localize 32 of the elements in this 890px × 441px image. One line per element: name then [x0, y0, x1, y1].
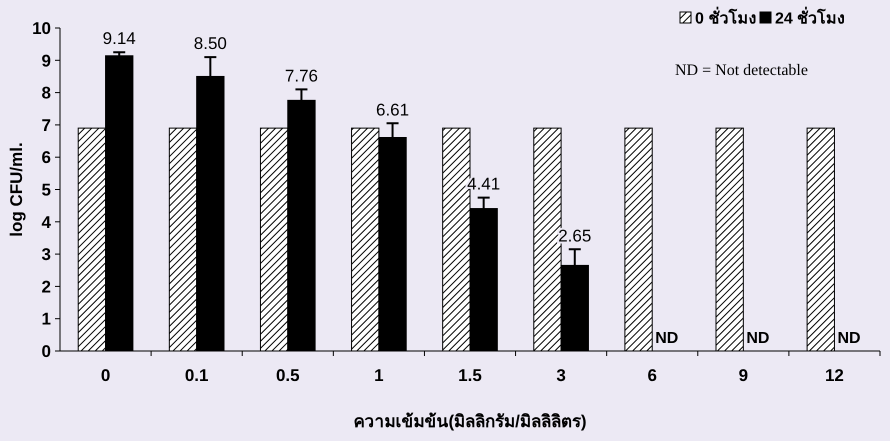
text: ND	[746, 330, 770, 347]
x-tick-label: 1.5	[458, 366, 482, 385]
x-tick-label: 0.5	[276, 366, 300, 385]
y-axis-title: log CFU/ml.	[7, 142, 26, 237]
x-tick-label: 12	[824, 366, 844, 385]
y-tick-label: 4	[42, 212, 52, 232]
y-tick-label: 6	[42, 148, 51, 168]
data-label: 9.14	[102, 29, 136, 48]
x-tick-label: 0.1	[184, 366, 208, 385]
legend-label: 0 ชั่วโมง	[695, 6, 756, 28]
y-tick-label: 8	[42, 84, 51, 103]
y-tick-label: 5	[42, 180, 51, 200]
x-tick-label: 0	[100, 366, 110, 385]
x-tick-label: 9	[738, 366, 748, 385]
y-tick-label: 3	[42, 245, 51, 264]
legend-label: 24 ชั่วโมง	[775, 6, 846, 28]
data-label: 6.61	[376, 100, 410, 120]
x-tick-label: 1	[374, 366, 384, 385]
y-tick-label: 2	[42, 277, 51, 296]
text: ND	[837, 330, 861, 347]
text: ND	[655, 330, 678, 347]
y-tick-label: 10	[32, 18, 51, 38]
x-axis-title: ความเข้มข้น(มิลลิกรัม/มิลลิลิตร)	[353, 412, 587, 431]
y-tick-label: 7	[42, 116, 51, 135]
data-label: 7.76	[284, 66, 318, 86]
x-tick-label: 3	[556, 366, 566, 385]
y-tick-label: 0	[42, 342, 51, 361]
x-tick-label: 6	[647, 366, 657, 385]
data-label: 8.50	[194, 34, 227, 54]
y-tick-label: 9	[42, 51, 51, 70]
annotation: ND = Not detectable	[675, 62, 808, 79]
y-tick-label: 1	[42, 310, 51, 329]
